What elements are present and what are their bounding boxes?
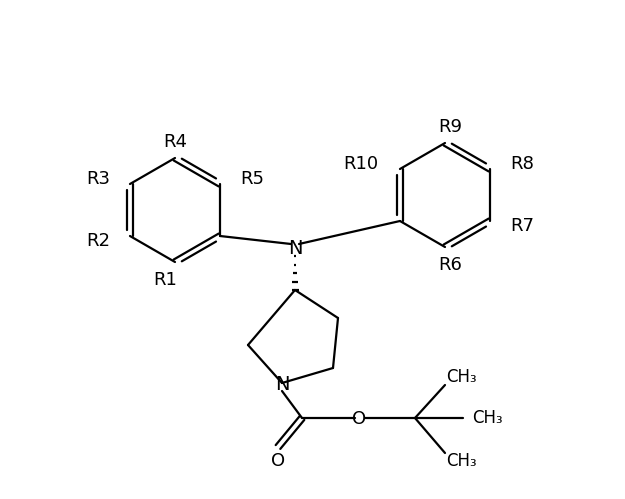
Text: R8: R8 bbox=[510, 155, 534, 173]
Text: R10: R10 bbox=[343, 155, 378, 173]
Text: R2: R2 bbox=[86, 232, 110, 250]
Text: O: O bbox=[271, 452, 285, 470]
Text: R7: R7 bbox=[510, 217, 534, 235]
Text: CH₃: CH₃ bbox=[446, 368, 476, 386]
Text: R9: R9 bbox=[438, 118, 462, 136]
Text: R1: R1 bbox=[153, 271, 177, 289]
Text: CH₃: CH₃ bbox=[446, 452, 476, 470]
Text: CH₃: CH₃ bbox=[472, 409, 502, 427]
Text: R6: R6 bbox=[438, 256, 462, 274]
Text: R5: R5 bbox=[240, 170, 264, 188]
Text: R4: R4 bbox=[163, 133, 187, 151]
Text: R3: R3 bbox=[86, 170, 110, 188]
Text: O: O bbox=[352, 410, 366, 428]
Text: N: N bbox=[275, 375, 289, 394]
Text: N: N bbox=[288, 239, 302, 257]
